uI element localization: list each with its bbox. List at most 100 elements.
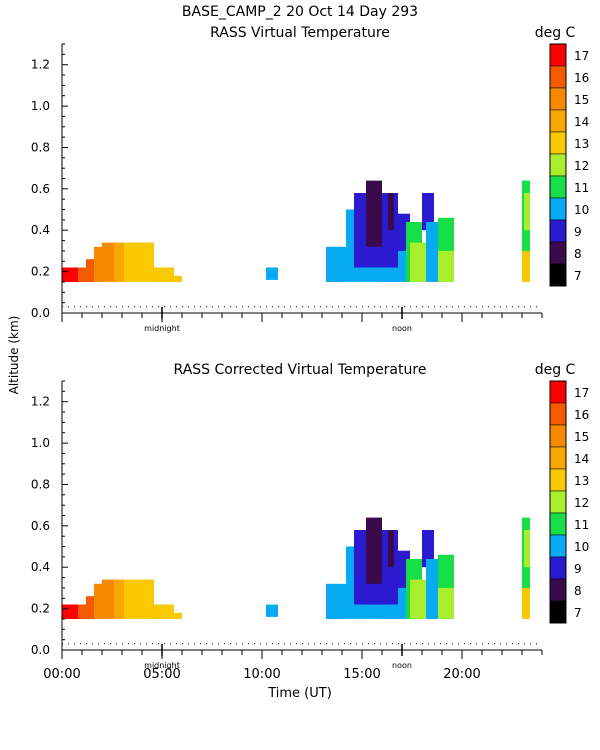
data-cell (94, 246, 102, 282)
y-tick-label: 0.0 (31, 643, 50, 657)
data-cell (410, 579, 426, 619)
colorbar-swatch (549, 468, 567, 492)
colorbar-level-label: 8 (574, 247, 582, 261)
data-cell (62, 604, 78, 619)
x-tick-label: 00:00 (43, 667, 80, 682)
colorbar-swatch (549, 87, 567, 111)
x-tick-label: 10:00 (243, 667, 280, 682)
x-tick-label: 15:00 (343, 667, 380, 682)
data-cell (62, 267, 78, 282)
station-header: BASE_CAMP_2 20 Oct 14 Day 293 (182, 4, 418, 20)
y-tick-label: 0.2 (31, 602, 50, 616)
colorbar-swatch (549, 153, 567, 177)
data-cell (86, 259, 94, 282)
colorbar-swatch (549, 490, 567, 514)
panel2-title: RASS Corrected Virtual Temperature (174, 362, 427, 378)
colorbar-swatch (549, 175, 567, 199)
colorbar-swatch (549, 578, 567, 602)
colorbar-level-label: 9 (574, 562, 582, 576)
colorbar-swatch (549, 263, 567, 287)
data-cell (326, 246, 346, 282)
colorbar-level-label: 12 (574, 159, 589, 173)
colorbar-frame (549, 380, 567, 624)
data-cell (388, 193, 394, 231)
data-cell (326, 583, 346, 619)
colorbar-level-label: 10 (574, 540, 589, 554)
data-cell (154, 267, 174, 282)
panel-2: 1.2 1.0 0.8 0.6 0.4 0.2 0.0 00:00 05:00 10:00 15:0… (31, 380, 543, 682)
colorbar-level-label: 11 (574, 518, 589, 532)
colorbar-level-label: 14 (574, 115, 589, 129)
colorbar-swatch (549, 109, 567, 133)
colorbar-level-label: 13 (574, 474, 589, 488)
y-tick-label: 0.6 (31, 182, 50, 196)
data-cell (78, 267, 86, 282)
data-cell (438, 250, 454, 282)
colorbar-swatch (549, 43, 567, 67)
midnight-marker-label: midnight (144, 661, 180, 670)
colorbar-swatch (549, 512, 567, 536)
colorbar-level-label: 15 (574, 93, 589, 107)
data-cell (94, 583, 102, 619)
panel-1: 1.2 1.0 0.8 0.6 0.4 0.2 0.0 midnight noon (31, 43, 543, 333)
data-cell (174, 275, 182, 282)
data-cell (154, 604, 174, 619)
y-tick-label: 0.4 (31, 223, 50, 237)
panel1-title: RASS Virtual Temperature (210, 25, 390, 41)
colorbar-swatch (549, 534, 567, 558)
colorbar-swatch (549, 131, 567, 155)
colorbar-1: 17 16 15 14 13 12 11 10 9 8 7 (549, 43, 589, 287)
y-tick-label: 0.6 (31, 519, 50, 533)
x-tick-label: 20:00 (443, 667, 480, 682)
data-cell (124, 242, 154, 282)
data-cell (524, 530, 530, 568)
data-cell (114, 579, 124, 619)
colorbar-level-label: 10 (574, 203, 589, 217)
noon-marker-label: noon (392, 661, 412, 670)
colorbar-swatch (549, 424, 567, 448)
colorbar-swatch (549, 402, 567, 426)
colorbar-level-label: 16 (574, 408, 589, 422)
panel2-unit-label: deg C (535, 362, 576, 378)
x-tick-label: 05:00 (143, 667, 180, 682)
y-tick-label: 0.0 (31, 306, 50, 320)
colorbar-level-label: 15 (574, 430, 589, 444)
data-cell (522, 250, 530, 282)
colorbar-level-label: 11 (574, 181, 589, 195)
y-tick-label: 1.2 (31, 395, 50, 409)
y-tick-label: 1.2 (31, 58, 50, 72)
y-tick-label: 1.0 (31, 436, 50, 450)
panel1-unit-label: deg C (535, 25, 576, 41)
data-cell (410, 242, 426, 282)
data-cell (266, 604, 278, 617)
midnight-marker-label: midnight (144, 324, 180, 333)
data-cell (388, 530, 394, 568)
data-cell (524, 193, 530, 231)
data-cell (366, 180, 382, 247)
colorbar-swatch (549, 600, 567, 624)
colorbar-level-label: 16 (574, 71, 589, 85)
data-cell (174, 612, 182, 619)
colorbar-swatch (549, 65, 567, 89)
colorbar-2: 17 16 15 14 13 12 11 10 9 8 7 (549, 380, 589, 624)
colorbar-level-label: 14 (574, 452, 589, 466)
y-axis-label: Altitude (km) (7, 316, 21, 395)
colorbar-level-label: 13 (574, 137, 589, 151)
colorbar-level-label: 7 (574, 269, 582, 283)
y-tick-label: 0.8 (31, 478, 50, 492)
colorbar-level-label: 7 (574, 606, 582, 620)
colorbar-level-label: 12 (574, 496, 589, 510)
data-cell (102, 579, 114, 619)
data-cell (426, 559, 438, 619)
colorbar-swatch (549, 219, 567, 243)
data-cell (366, 517, 382, 584)
colorbar-level-label: 8 (574, 584, 582, 598)
data-cell (86, 596, 94, 619)
colorbar-level-label: 17 (574, 49, 589, 63)
colorbar-frame (549, 43, 567, 287)
data-cell (422, 530, 434, 568)
colorbar-swatch (549, 556, 567, 580)
data-cell (124, 579, 154, 619)
x-axis-label: Time (UT) (267, 686, 332, 701)
